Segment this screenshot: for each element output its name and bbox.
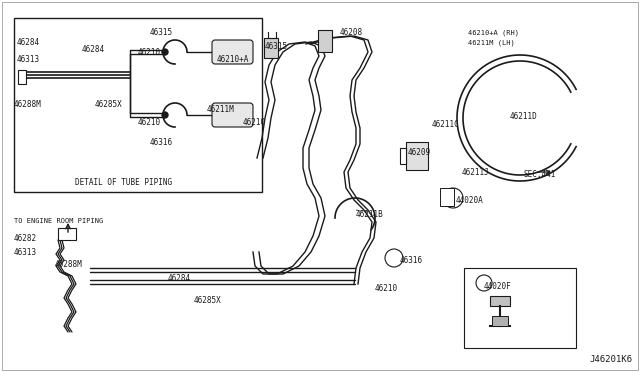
Text: 46284: 46284 [17,38,40,47]
Text: 46288M: 46288M [55,260,83,269]
Text: 44020F: 44020F [484,282,512,291]
Text: 46316: 46316 [400,256,423,265]
Text: 46316: 46316 [150,138,173,147]
Bar [400,148,406,164]
Bar [18,70,26,84]
Bar [58,228,76,240]
Text: TO ENGINE ROOM PIPING: TO ENGINE ROOM PIPING [14,218,103,224]
Text: 46208: 46208 [340,28,363,37]
Bar [264,38,278,58]
Bar [440,188,454,206]
Text: 44020A: 44020A [456,196,484,205]
FancyBboxPatch shape [212,40,253,64]
Text: 46211M (LH): 46211M (LH) [468,40,515,46]
Bar [406,142,428,170]
Text: 46211D: 46211D [510,112,538,121]
Text: SEC.441: SEC.441 [524,170,556,179]
Text: 46210+A: 46210+A [217,55,250,64]
Bar [318,30,332,52]
Bar [492,316,508,326]
FancyBboxPatch shape [212,103,253,127]
Text: 46285X: 46285X [194,296,221,305]
Text: 46211M: 46211M [207,105,235,114]
Text: 46282: 46282 [14,234,37,243]
Text: 46284: 46284 [168,274,191,283]
Text: 46284: 46284 [82,45,105,54]
Bar [464,268,576,348]
Text: 46210: 46210 [138,118,161,127]
Text: 46285X: 46285X [95,100,123,109]
Text: 46210+A (RH): 46210+A (RH) [468,30,519,36]
Circle shape [162,49,168,55]
Text: DETAIL OF TUBE PIPING: DETAIL OF TUBE PIPING [75,178,172,187]
Text: 46211B: 46211B [356,210,384,219]
Text: 46211C: 46211C [432,120,460,129]
Text: 46210: 46210 [138,48,161,57]
Text: 46315: 46315 [265,42,288,51]
Text: J46201K6: J46201K6 [589,355,632,364]
Bar [14,18,262,192]
Text: 46210: 46210 [243,118,266,127]
Bar [490,296,510,306]
Text: 46288M: 46288M [14,100,42,109]
Text: 46315: 46315 [150,28,173,37]
Text: 46313: 46313 [14,248,37,257]
Circle shape [162,112,168,118]
Text: 46211J: 46211J [462,168,490,177]
Text: 46209: 46209 [408,148,431,157]
Text: 46210: 46210 [375,284,398,293]
Text: 46313: 46313 [17,55,40,64]
